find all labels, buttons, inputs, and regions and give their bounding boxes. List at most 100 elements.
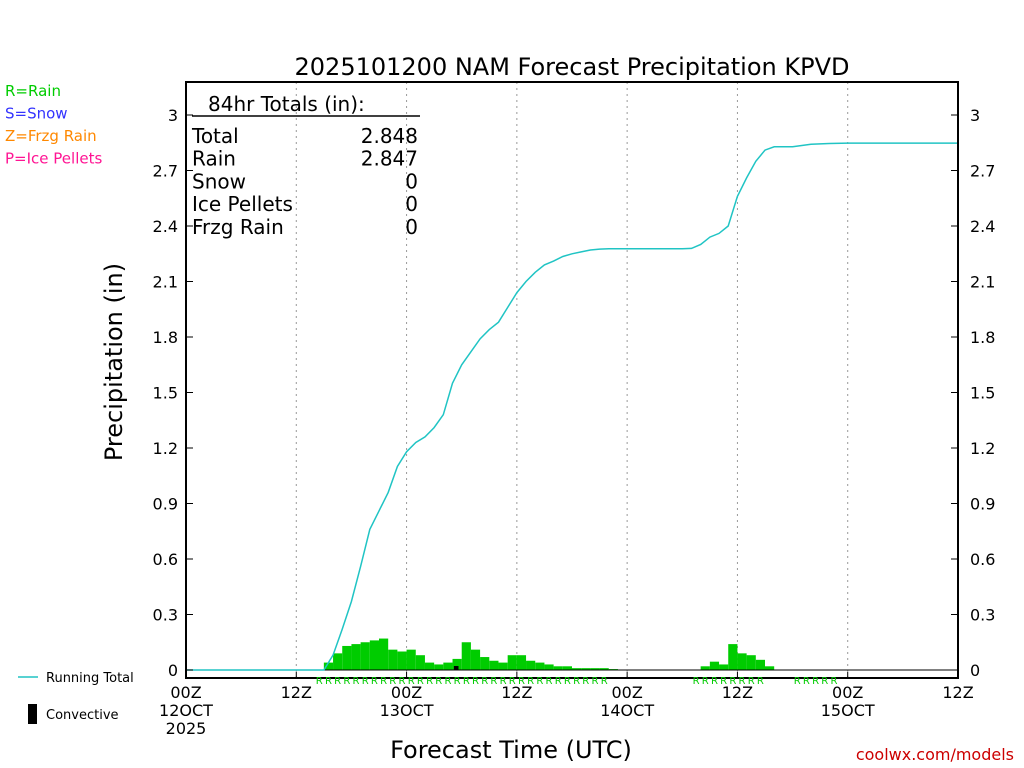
y-tick-label-right: 1.8	[970, 328, 995, 347]
totals-row-value: 2.847	[361, 147, 418, 171]
legend-entry: P=Ice Pellets	[5, 150, 102, 168]
rain-type-marker: R	[803, 676, 810, 687]
rain-type-marker: R	[702, 676, 709, 687]
y-tick-label-right: 0.6	[970, 550, 995, 569]
precip-bar	[709, 661, 720, 670]
totals-row-value: 0	[405, 192, 418, 216]
rain-type-marker: R	[353, 676, 360, 687]
precip-bar	[572, 668, 582, 670]
rain-type-marker: R	[408, 676, 415, 687]
precip-bar	[498, 662, 508, 670]
y-axis-label: Precipitation (in)	[100, 263, 128, 461]
precip-bar	[728, 644, 738, 670]
totals-rows: Total 2.848 Rain 2.847 Snow 0 Ice Pellets 0 Frzg…	[191, 124, 418, 239]
y-tick-label-right: 1.5	[970, 384, 995, 403]
x-tick-label: 00Z	[391, 683, 422, 702]
rain-type-marker: R	[729, 676, 736, 687]
y-tick-label-right: 0.9	[970, 495, 995, 514]
totals-row-label: Frzg Rain	[192, 215, 284, 239]
precip-bar	[719, 664, 729, 670]
precip-bar	[397, 651, 407, 670]
totals-header: 84hr Totals (in):	[208, 92, 365, 116]
precip-bar	[342, 645, 352, 670]
y-tick-label-left: 3	[168, 106, 178, 125]
y-tick-label-right: 2.1	[970, 273, 995, 292]
precip-bar	[480, 657, 490, 670]
precip-bar	[470, 649, 481, 670]
running-total-legend-label: Running Total	[46, 671, 134, 686]
totals-row-label: Snow	[192, 169, 246, 193]
x-tick-label: 13OCT	[380, 701, 434, 720]
chart-title: 2025101200 NAM Forecast Precipitation KP…	[295, 53, 850, 81]
precip-bar	[544, 664, 554, 670]
x-tick-label: 15OCT	[821, 701, 875, 720]
y-tick-label-left: 2.7	[153, 162, 178, 181]
precip-bar	[461, 642, 471, 670]
totals-row-label: Total	[191, 124, 239, 148]
rain-type-marker: R	[536, 676, 543, 687]
rain-type-marker: R	[555, 676, 562, 687]
rain-type-marker: R	[794, 676, 801, 687]
rain-type-marker: R	[601, 676, 608, 687]
rain-type-marker: R	[343, 676, 350, 687]
rain-type-marker: R	[463, 676, 470, 687]
rain-type-marker: R	[582, 676, 589, 687]
rain-type-marker: R	[812, 676, 819, 687]
legend-entry: S=Snow	[5, 105, 68, 123]
x-tick-label: 00Z	[611, 683, 642, 702]
y-tick-label-right: 2.4	[970, 217, 995, 236]
rain-type-marker: R	[830, 676, 837, 687]
credit-text: coolwx.com/models	[856, 745, 1014, 764]
precip-bar	[526, 660, 536, 670]
rain-type-marker: R	[518, 676, 525, 687]
rain-type-marker: R	[509, 676, 516, 687]
y-tick-label-left: 0	[168, 661, 178, 680]
rain-type-marker: R	[720, 676, 727, 687]
legend-entry: Z=Frzg Rain	[5, 127, 97, 145]
hourly-precip-bars	[323, 638, 775, 670]
precip-bar	[443, 662, 453, 670]
precip-bar	[746, 655, 756, 670]
totals-row-label: Ice Pellets	[192, 192, 293, 216]
precip-bar	[434, 664, 444, 670]
precip-bar	[452, 658, 462, 670]
x-tick-label: 12Z	[722, 683, 753, 702]
totals-row-value: 0	[405, 215, 418, 239]
precip-bar	[535, 662, 545, 670]
y-tick-label-left: 1.2	[153, 439, 178, 458]
precip-bar	[590, 668, 600, 670]
totals-row-value: 0	[405, 169, 418, 193]
y-tick-label-left: 2.4	[153, 217, 178, 236]
y-tick-label-left: 1.8	[153, 328, 178, 347]
precip-bar	[581, 668, 591, 670]
x-tick-label: 12OCT	[159, 701, 213, 720]
rain-type-marker: R	[490, 676, 497, 687]
rain-type-marker: R	[481, 676, 488, 687]
precip-bar	[333, 653, 343, 670]
rain-type-marker: R	[757, 676, 764, 687]
rain-type-marker: R	[500, 676, 507, 687]
y-tick-label-right: 0	[970, 661, 980, 680]
precip-bar	[562, 666, 572, 670]
totals-row-label: Rain	[192, 147, 236, 171]
precip-bar	[737, 653, 747, 670]
x-tick-label: 12Z	[942, 683, 973, 702]
rain-type-marker: R	[591, 676, 598, 687]
x-tick-label: 2025	[166, 719, 207, 738]
rain-type-marker: R	[573, 676, 580, 687]
precip-bar	[388, 649, 398, 670]
y-tick-label-right: 1.2	[970, 439, 995, 458]
x-axis-label: Forecast Time (UTC)	[390, 736, 632, 764]
plot-frame	[185, 81, 959, 679]
legend-entry: R=Rain	[5, 82, 61, 100]
rain-type-marker: R	[426, 676, 433, 687]
precip-bar	[415, 655, 425, 670]
rain-type-marker: R	[334, 676, 341, 687]
precip-bar	[755, 659, 765, 670]
rain-type-marker: R	[693, 676, 700, 687]
rain-type-marker: R	[546, 676, 553, 687]
y-tick-label-right: 3	[970, 106, 980, 125]
precip-bar	[369, 640, 379, 670]
precip-bar	[379, 638, 389, 670]
y-tick-label-right: 0.3	[970, 606, 995, 625]
